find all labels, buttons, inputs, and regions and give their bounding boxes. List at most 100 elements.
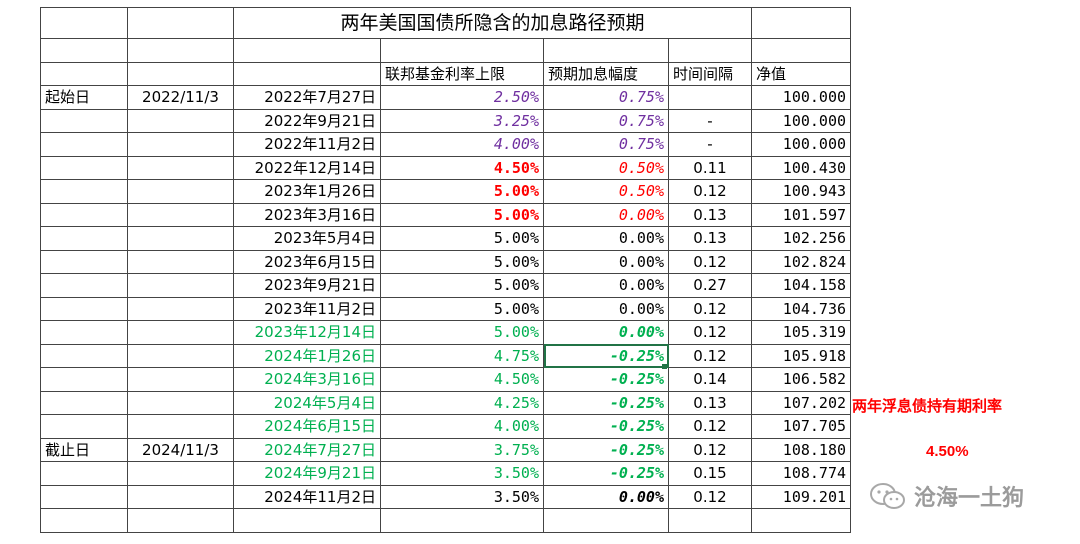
date-cell[interactable]: 2023年3月16日 <box>233 202 381 227</box>
hike-cell[interactable]: 0.75% <box>543 132 669 157</box>
empty-cell[interactable] <box>40 296 128 321</box>
date-cell[interactable]: 2023年6月15日 <box>233 249 381 274</box>
date-cell[interactable]: 2024年7月27日 <box>233 437 381 462</box>
date-cell[interactable]: 2022年7月27日 <box>233 85 381 110</box>
date-cell[interactable]: 2024年3月16日 <box>233 367 381 392</box>
nav-cell[interactable]: 107.202 <box>751 390 852 415</box>
empty-cell[interactable] <box>127 508 234 533</box>
empty-cell[interactable] <box>127 414 234 439</box>
empty-cell[interactable] <box>127 132 234 157</box>
empty-cell[interactable] <box>40 343 128 368</box>
empty-cell[interactable] <box>40 155 128 180</box>
header-nav[interactable]: 净值 <box>751 61 852 86</box>
nav-cell[interactable]: 100.000 <box>751 85 852 110</box>
sheet-title[interactable]: 两年美国国债所隐含的加息路径预期 <box>232 7 753 39</box>
interval-cell[interactable]: 0.12 <box>667 343 753 368</box>
nav-cell[interactable]: 108.774 <box>751 461 852 486</box>
fed-rate-cell[interactable]: 3.50% <box>380 461 544 486</box>
interval-cell[interactable]: 0.13 <box>667 226 753 251</box>
hike-cell[interactable]: 0.75% <box>543 85 669 110</box>
date-cell[interactable]: 2024年11月2日 <box>233 484 381 509</box>
interval-cell[interactable]: 0.14 <box>667 367 753 392</box>
end-label-cell[interactable]: 截止日 <box>40 437 128 462</box>
empty-cell[interactable] <box>667 508 753 533</box>
empty-cell[interactable] <box>40 320 128 345</box>
nav-cell[interactable]: 107.705 <box>751 414 852 439</box>
empty-cell[interactable] <box>127 155 234 180</box>
date-cell[interactable]: 2023年11月2日 <box>233 296 381 321</box>
empty-cell[interactable] <box>127 108 234 133</box>
empty-cell[interactable] <box>543 508 669 533</box>
date-cell[interactable]: 2024年9月21日 <box>233 461 381 486</box>
interval-cell[interactable] <box>667 85 753 110</box>
empty-cell[interactable] <box>127 343 234 368</box>
interval-cell[interactable]: 0.13 <box>667 202 753 227</box>
nav-cell[interactable]: 104.158 <box>751 273 852 298</box>
hike-cell[interactable]: -0.25% <box>543 461 669 486</box>
empty-cell[interactable] <box>40 108 128 133</box>
nav-cell[interactable]: 105.319 <box>751 320 852 345</box>
fed-rate-cell[interactable]: 5.00% <box>380 249 544 274</box>
end-date-cell[interactable]: 2024/11/3 <box>127 437 234 462</box>
interval-cell[interactable]: 0.15 <box>667 461 753 486</box>
nav-cell[interactable]: 101.597 <box>751 202 852 227</box>
date-cell[interactable]: 2022年12月14日 <box>233 155 381 180</box>
interval-cell[interactable]: 0.12 <box>667 437 753 462</box>
fed-rate-cell[interactable]: 5.00% <box>380 202 544 227</box>
empty-cell[interactable] <box>127 367 234 392</box>
hike-cell[interactable]: 0.00% <box>543 273 669 298</box>
hike-cell[interactable]: 0.00% <box>543 249 669 274</box>
empty-cell[interactable] <box>40 226 128 251</box>
empty-cell[interactable] <box>127 202 234 227</box>
interval-cell[interactable]: 0.12 <box>667 249 753 274</box>
interval-cell[interactable]: 0.12 <box>667 414 753 439</box>
date-cell[interactable]: 2024年5月4日 <box>233 390 381 415</box>
empty-cell[interactable] <box>40 390 128 415</box>
hike-cell[interactable]: 0.00% <box>543 484 669 509</box>
empty-cell[interactable] <box>127 296 234 321</box>
empty-cell[interactable] <box>40 461 128 486</box>
empty-cell[interactable] <box>127 320 234 345</box>
empty-cell[interactable] <box>127 484 234 509</box>
nav-cell[interactable]: 105.918 <box>751 343 852 368</box>
empty-cell[interactable] <box>40 273 128 298</box>
selection-fill-handle[interactable] <box>662 364 667 369</box>
empty-cell[interactable] <box>40 179 128 204</box>
fed-rate-cell[interactable]: 3.25% <box>380 108 544 133</box>
date-cell[interactable]: 2022年9月21日 <box>233 108 381 133</box>
hike-cell[interactable]: -0.25% <box>543 367 669 392</box>
hike-cell[interactable]: 0.00% <box>543 320 669 345</box>
start-date-cell[interactable]: 2022/11/3 <box>127 85 234 110</box>
empty-cell[interactable] <box>40 367 128 392</box>
fed-rate-cell[interactable]: 5.00% <box>380 296 544 321</box>
nav-cell[interactable]: 100.943 <box>751 179 852 204</box>
hike-cell[interactable]: 0.50% <box>543 155 669 180</box>
nav-cell[interactable]: 102.824 <box>751 249 852 274</box>
hike-cell[interactable]: -0.25% <box>543 414 669 439</box>
empty-cell[interactable] <box>40 202 128 227</box>
empty-cell[interactable] <box>40 508 128 533</box>
interval-cell[interactable]: 0.12 <box>667 179 753 204</box>
hike-cell[interactable]: 0.00% <box>543 226 669 251</box>
hike-cell[interactable]: 0.00% <box>543 202 669 227</box>
fed-rate-cell[interactable]: 4.00% <box>380 414 544 439</box>
fed-rate-cell[interactable]: 4.25% <box>380 390 544 415</box>
fed-rate-cell[interactable]: 4.50% <box>380 155 544 180</box>
fed-rate-cell[interactable]: 2.50% <box>380 85 544 110</box>
header-hike[interactable]: 预期加息幅度 <box>543 61 669 86</box>
nav-cell[interactable]: 100.000 <box>751 132 852 157</box>
fed-rate-cell[interactable]: 5.00% <box>380 226 544 251</box>
nav-cell[interactable]: 106.582 <box>751 367 852 392</box>
hike-cell[interactable]: -0.25% <box>543 390 669 415</box>
date-cell[interactable]: 2024年1月26日 <box>233 343 381 368</box>
empty-cell[interactable] <box>380 508 544 533</box>
hike-cell[interactable]: -0.25% <box>543 437 669 462</box>
empty-cell[interactable] <box>233 508 381 533</box>
empty-cell[interactable] <box>127 390 234 415</box>
fed-rate-cell[interactable]: 4.50% <box>380 367 544 392</box>
empty-cell[interactable] <box>751 508 852 533</box>
empty-cell[interactable] <box>127 179 234 204</box>
interval-cell[interactable]: 0.12 <box>667 484 753 509</box>
hike-cell[interactable]: 0.50% <box>543 179 669 204</box>
start-label-cell[interactable]: 起始日 <box>40 85 128 110</box>
